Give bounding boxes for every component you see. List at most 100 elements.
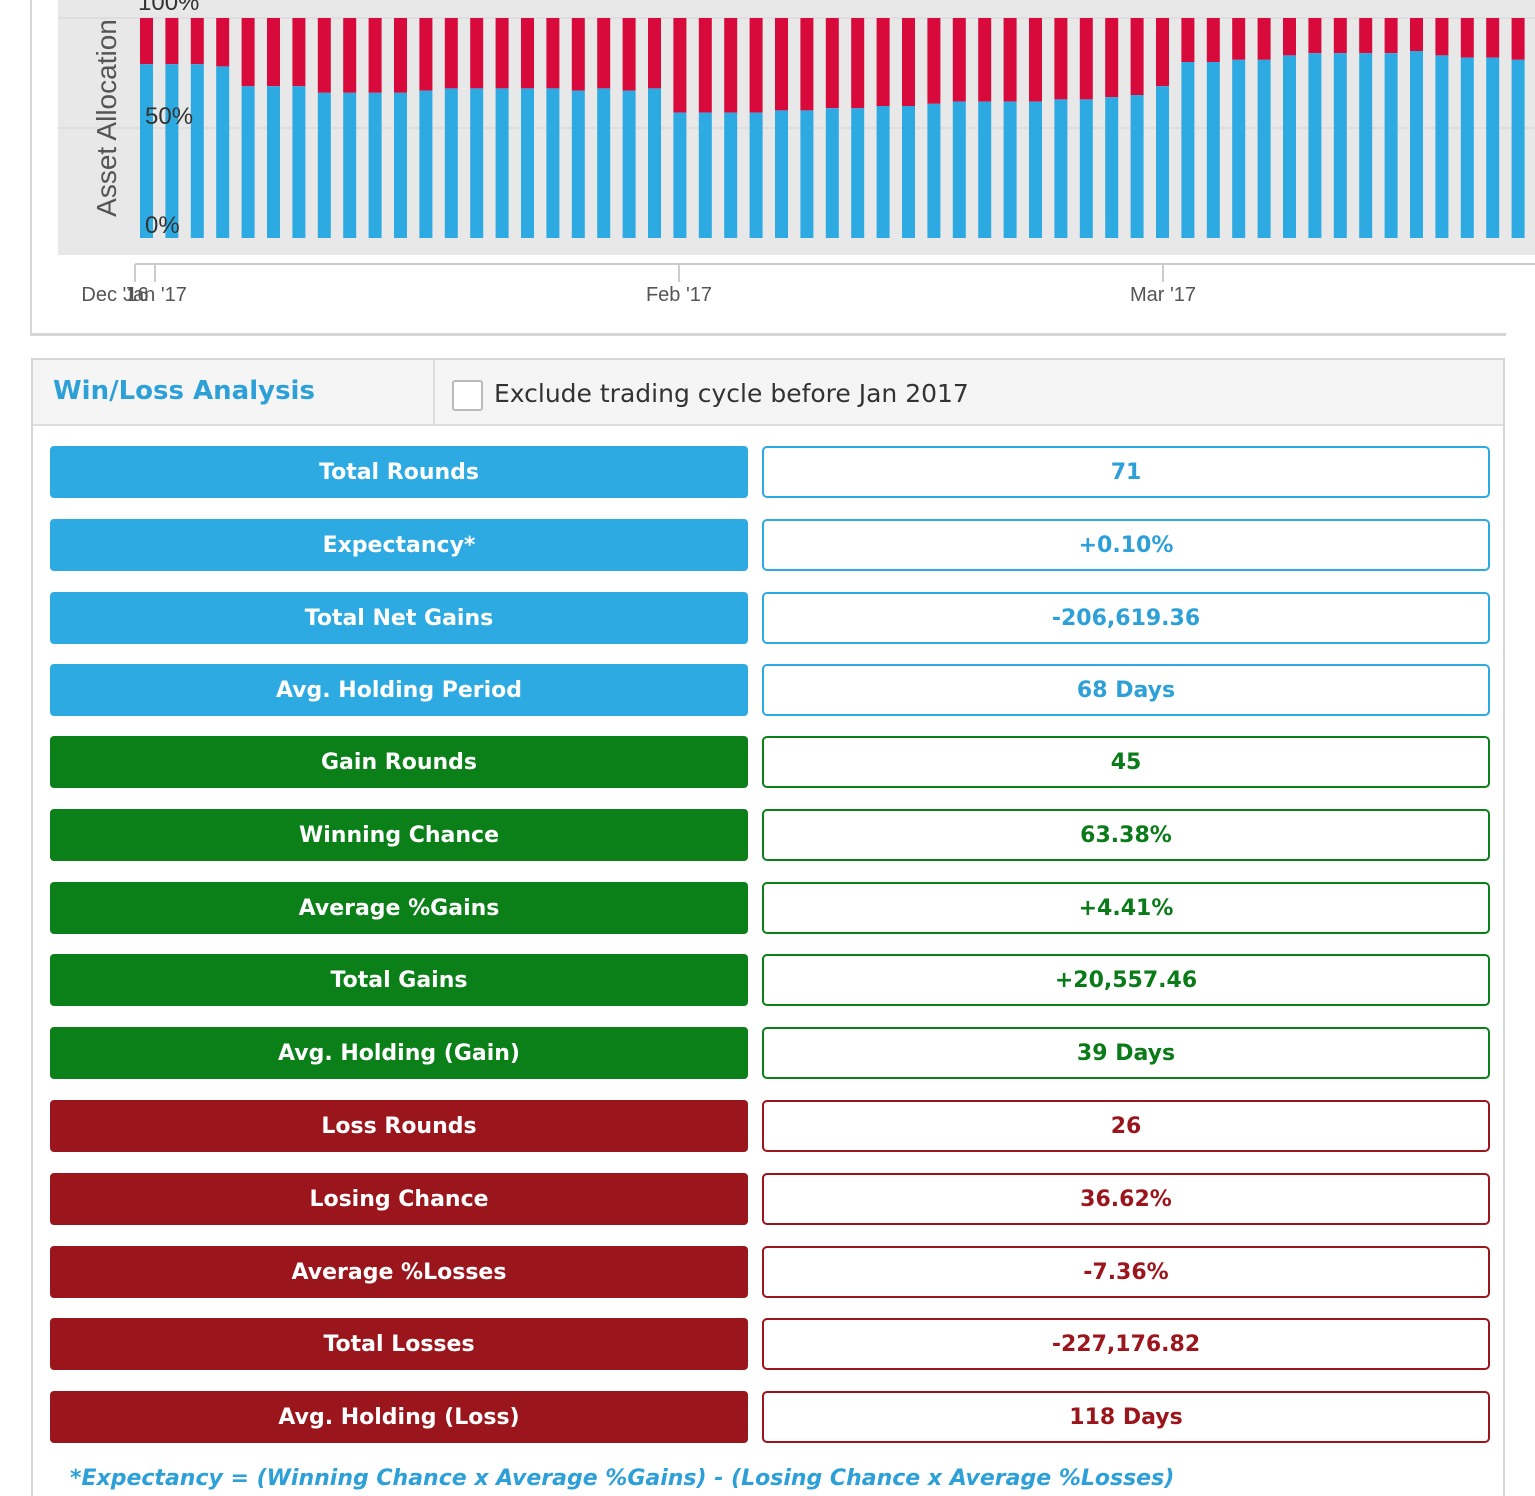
stat-label: Winning Chance	[50, 809, 748, 861]
stat-value: 26	[762, 1100, 1490, 1152]
stat-label: Avg. Holding (Gain)	[50, 1027, 748, 1079]
stat-label: Gain Rounds	[50, 736, 748, 788]
bar-segment-red	[317, 18, 331, 93]
bar-segment-red	[902, 18, 915, 106]
bar-segment-blue	[368, 92, 382, 238]
bar-segment-blue	[648, 88, 661, 239]
bar-segment-blue	[825, 108, 839, 238]
bar-segment-red	[1029, 18, 1042, 102]
stat-label: Total Gains	[50, 954, 748, 1006]
expectancy-footnote: *Expectancy = (Winning Chance x Average …	[70, 1466, 1175, 1491]
bar-segment-red	[673, 18, 687, 113]
bar-segment-red	[546, 18, 560, 89]
bar-segment-blue	[902, 106, 915, 238]
bar-segment-red	[267, 18, 280, 87]
bar-segment-red	[470, 18, 484, 89]
bar-segment-blue	[1003, 101, 1017, 238]
bar-segment-red	[1435, 18, 1449, 56]
bar-segment-blue	[317, 92, 331, 238]
bar-segment-red	[698, 18, 712, 113]
bar-segment-red	[1283, 18, 1296, 56]
bar-segment-blue	[800, 110, 814, 238]
bar-segment-blue	[1308, 53, 1322, 239]
bar-segment-red	[952, 18, 966, 102]
bar-segment-red	[1359, 18, 1373, 54]
bar-segment-blue	[1206, 62, 1220, 238]
bar-segment-blue	[216, 66, 230, 239]
chart-panel-border	[30, 0, 32, 336]
bar-segment-red	[1206, 18, 1220, 62]
stat-value: 45	[762, 736, 1490, 788]
bar-segment-red	[241, 18, 255, 87]
asset-allocation-chart-panel: Asset Allocation 100% 50% 0% Dec '16 Jan…	[0, 0, 1535, 336]
bar-segment-blue	[622, 90, 636, 238]
bar-segment-red	[1003, 18, 1017, 102]
bar-segment-red	[1257, 18, 1271, 60]
bar-segment-blue	[1257, 59, 1271, 238]
bar-segment-red	[1232, 18, 1246, 60]
stat-value: 36.62%	[762, 1173, 1490, 1225]
stat-row: Total Rounds 71	[50, 446, 1490, 498]
stat-row: Gain Rounds 45	[50, 736, 1490, 788]
stat-row: Losing Chance 36.62%	[50, 1173, 1490, 1225]
bar-segment-blue	[775, 110, 788, 238]
exclude-cycle-label[interactable]: Exclude trading cycle before Jan 2017	[494, 379, 969, 408]
bar-segment-blue	[1156, 86, 1169, 238]
bar-segment-blue	[1435, 55, 1449, 239]
bar-segment-red	[521, 18, 534, 89]
x-tick-label-mar: Mar '17	[1130, 284, 1196, 306]
x-tick-label-jan: Jan '17	[123, 284, 187, 306]
stat-value: 63.38%	[762, 809, 1490, 861]
stat-row: Avg. Holding Period 68 Days	[50, 664, 1490, 716]
bar-segment-red	[1308, 18, 1322, 54]
bar-segment-blue	[470, 88, 484, 239]
bar-segment-red	[1333, 18, 1347, 54]
stat-label: Average %Gains	[50, 882, 748, 934]
y-tick-label-0: 0%	[145, 212, 180, 239]
bar-segment-blue	[190, 64, 204, 238]
bar-segment-blue	[1333, 53, 1347, 239]
header-divider	[433, 360, 435, 426]
bar-segment-red	[444, 18, 458, 89]
bar-segment-red	[978, 18, 992, 102]
bar-segment-blue	[724, 112, 738, 238]
bar-segment-red	[292, 18, 306, 87]
bar-segment-red	[190, 18, 204, 65]
asset-allocation-chart: Asset Allocation 100% 50% 0% Dec '16 Jan…	[58, 0, 1535, 306]
stat-value: -7.36%	[762, 1246, 1490, 1298]
stat-value: -206,619.36	[762, 592, 1490, 644]
y-tick-label-100: 100%	[138, 0, 199, 16]
bar-segment-red	[927, 18, 941, 104]
bar-segment-blue	[1130, 95, 1144, 238]
stat-row: Expectancy* +0.10%	[50, 519, 1490, 571]
stat-row: Loss Rounds 26	[50, 1100, 1490, 1152]
bar-segment-blue	[876, 106, 890, 238]
x-tick-label-feb: Feb '17	[646, 284, 712, 306]
chart-panel-border-bottom	[30, 333, 1506, 336]
win-loss-title: Win/Loss Analysis	[53, 376, 315, 406]
bar-segment-red	[571, 18, 585, 91]
stat-value: 39 Days	[762, 1027, 1490, 1079]
bar-segment-red	[775, 18, 788, 111]
bar-segment-blue	[978, 101, 992, 238]
bar-segment-blue	[1486, 57, 1500, 238]
bar-segment-red	[1384, 18, 1398, 54]
bar-segment-blue	[241, 86, 255, 238]
bar-segment-red	[419, 18, 433, 91]
bar-segment-blue	[521, 88, 534, 239]
stat-label: Avg. Holding Period	[50, 664, 748, 716]
bar-segment-blue	[292, 86, 306, 238]
stat-value: 68 Days	[762, 664, 1490, 716]
bar-segment-blue	[1079, 99, 1093, 239]
win-loss-header: Win/Loss Analysis Exclude trading cycle …	[33, 360, 1503, 426]
bar-segment-blue	[597, 88, 611, 239]
bar-segment-blue	[165, 64, 179, 238]
exclude-cycle-checkbox[interactable]	[452, 380, 483, 411]
bar-segment-red	[343, 18, 357, 93]
y-axis-title: Asset Allocation	[91, 19, 122, 217]
bar-segment-blue	[673, 112, 687, 238]
stat-row: Total Net Gains -206,619.36	[50, 592, 1490, 644]
stat-value: 71	[762, 446, 1490, 498]
bar-segment-blue	[1181, 62, 1195, 238]
bar-segment-red	[825, 18, 839, 109]
